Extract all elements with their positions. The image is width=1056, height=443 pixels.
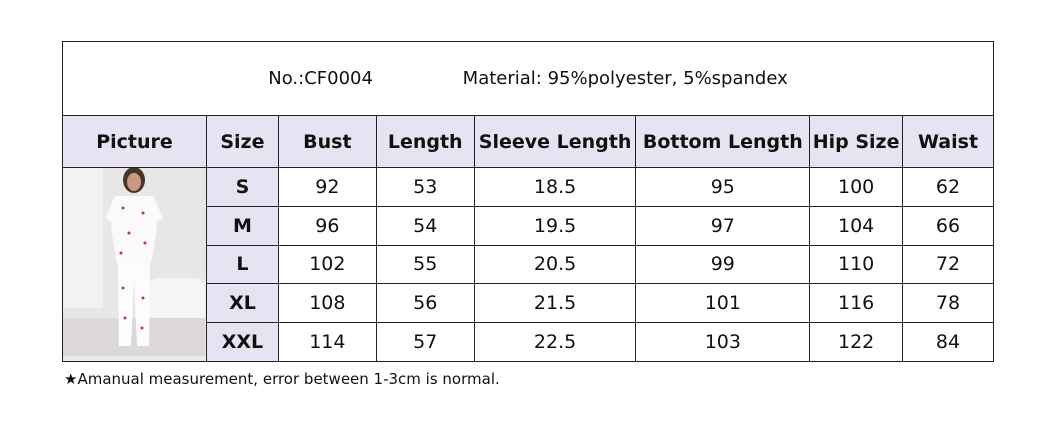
cell-bust: 102 — [277, 244, 377, 285]
table-row: XXL 114 57 22.5 103 122 84 — [63, 322, 994, 362]
header-bottom-length: Bottom Length — [635, 115, 811, 168]
cell-length: 57 — [375, 322, 475, 362]
cell-sleeve: 21.5 — [473, 283, 637, 324]
product-number: No.:CF0004 — [268, 68, 373, 89]
product-picture — [62, 167, 207, 362]
table-row: XL 108 56 21.5 101 116 78 — [63, 283, 994, 324]
cell-bottom: 99 — [635, 244, 811, 285]
cell-length: 55 — [375, 244, 475, 285]
cell-bottom: 95 — [635, 167, 811, 207]
cell-sleeve: 18.5 — [473, 167, 637, 207]
cell-bottom: 103 — [635, 322, 811, 362]
cell-length: 54 — [375, 205, 475, 246]
table-row: L 102 55 20.5 99 110 72 — [63, 244, 994, 285]
size-chart-table: No.:CF0004 Material: 95%polyester, 5%spa… — [62, 41, 994, 362]
header-size: Size — [205, 115, 279, 168]
cell-hip: 116 — [809, 283, 904, 324]
header-hip-size: Hip Size — [809, 115, 904, 168]
cell-waist: 72 — [902, 244, 994, 285]
pajama-model-image — [63, 167, 206, 356]
measurement-note: ★Amanual measurement, error between 1-3c… — [64, 370, 500, 388]
cell-hip: 104 — [809, 205, 904, 246]
cell-bottom: 101 — [635, 283, 811, 324]
cell-bust: 108 — [277, 283, 377, 324]
cell-sleeve: 22.5 — [473, 322, 637, 362]
cell-size: XXL — [205, 322, 279, 362]
material-text: Material: 95%polyester, 5%spandex — [462, 68, 788, 89]
table-row: S 92 53 18.5 95 100 62 — [62, 167, 994, 362]
header-length: Length — [375, 115, 475, 168]
table-row: M 96 54 19.5 97 104 66 — [63, 205, 994, 246]
title-cell: No.:CF0004 Material: 95%polyester, 5%spa… — [62, 41, 994, 116]
cell-waist: 66 — [902, 205, 994, 246]
header-row: Picture Size Bust Length Sleeve Length B… — [62, 115, 994, 168]
cell-bust: 92 — [277, 167, 377, 207]
header-waist: Waist — [902, 115, 994, 168]
cell-bust: 114 — [277, 322, 377, 362]
cell-waist: 62 — [902, 167, 994, 207]
cell-size: L — [205, 244, 279, 285]
cell-bottom: 97 — [635, 205, 811, 246]
cell-sleeve: 19.5 — [473, 205, 637, 246]
cell-size: S — [205, 167, 279, 207]
cell-length: 56 — [375, 283, 475, 324]
header-picture: Picture — [62, 115, 207, 168]
cell-sleeve: 20.5 — [473, 244, 637, 285]
cell-bust: 96 — [277, 205, 377, 246]
cell-waist: 78 — [902, 283, 994, 324]
cell-hip: 110 — [809, 244, 904, 285]
cell-length: 53 — [375, 167, 475, 207]
cell-size: XL — [205, 283, 279, 324]
header-bust: Bust — [277, 115, 377, 168]
cell-size: M — [205, 205, 279, 246]
header-sleeve-length: Sleeve Length — [473, 115, 637, 168]
cell-hip: 100 — [809, 167, 904, 207]
cell-waist: 84 — [902, 322, 994, 362]
cell-hip: 122 — [809, 322, 904, 362]
